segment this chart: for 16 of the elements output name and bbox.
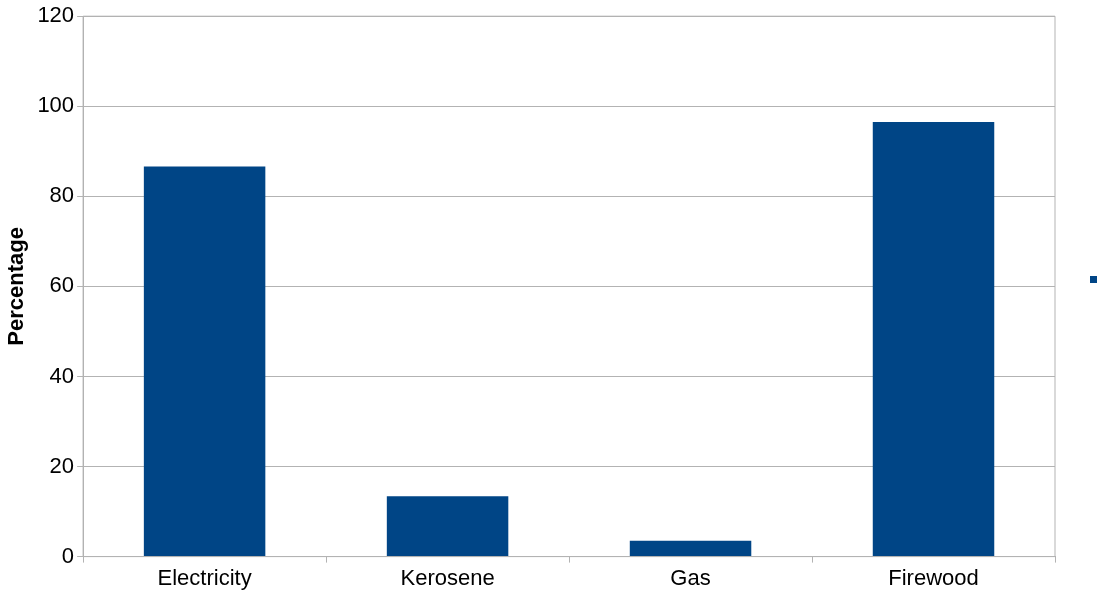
x-tick-label: Gas bbox=[670, 564, 711, 590]
y-tick-label: 40 bbox=[49, 362, 75, 388]
x-tick-label: Kerosene bbox=[400, 564, 495, 590]
y-axis-title: Percentage bbox=[3, 227, 29, 346]
bar bbox=[872, 122, 995, 557]
y-tick-label: 120 bbox=[37, 2, 75, 28]
bar bbox=[386, 496, 509, 557]
x-tick-label: Firewood bbox=[888, 564, 979, 590]
y-tick-label: 20 bbox=[49, 452, 75, 478]
bar bbox=[629, 540, 752, 557]
y-tick-label: 60 bbox=[49, 272, 75, 298]
x-tick-label: Electricity bbox=[157, 564, 252, 590]
y-tick-label: 100 bbox=[37, 92, 75, 118]
y-tick-label: 80 bbox=[49, 182, 75, 208]
bar bbox=[143, 166, 266, 557]
y-tick-label: 0 bbox=[61, 542, 75, 568]
